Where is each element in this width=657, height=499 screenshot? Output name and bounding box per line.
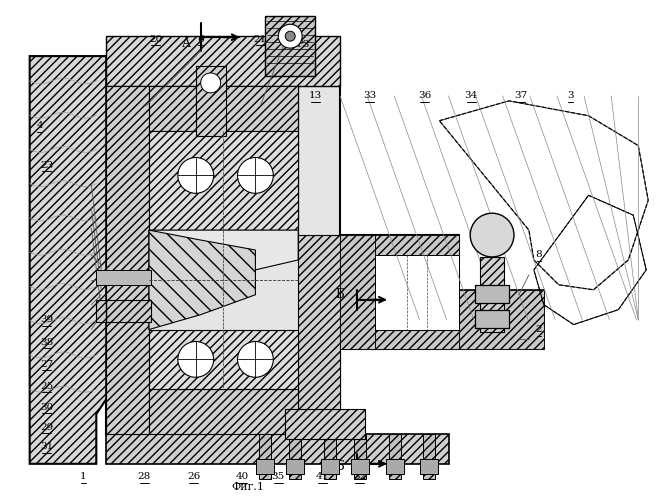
Bar <box>420 459 438 474</box>
Text: 35: 35 <box>271 472 285 481</box>
Text: 4: 4 <box>36 121 43 130</box>
Text: Фиг.1: Фиг.1 <box>231 482 264 492</box>
Text: 38: 38 <box>40 338 53 347</box>
Text: 8: 8 <box>535 250 542 259</box>
Bar <box>475 285 509 303</box>
Text: 2: 2 <box>535 325 542 334</box>
Polygon shape <box>106 86 149 434</box>
Bar <box>256 459 275 474</box>
Text: 41: 41 <box>315 472 328 481</box>
Text: 39: 39 <box>40 315 53 324</box>
Polygon shape <box>106 434 449 464</box>
Bar <box>289 434 301 479</box>
Bar <box>97 300 151 321</box>
Polygon shape <box>30 56 106 464</box>
Polygon shape <box>340 235 544 349</box>
Text: А: А <box>117 303 125 316</box>
Text: 33: 33 <box>363 91 376 100</box>
Polygon shape <box>149 230 298 329</box>
Text: 36: 36 <box>418 91 431 100</box>
Circle shape <box>178 158 214 193</box>
Bar <box>97 270 151 285</box>
Polygon shape <box>374 235 459 255</box>
Polygon shape <box>149 389 298 434</box>
Polygon shape <box>149 86 298 131</box>
Text: 25: 25 <box>40 382 53 391</box>
Text: 34: 34 <box>464 91 478 100</box>
Circle shape <box>201 73 221 93</box>
Bar <box>480 257 504 331</box>
Bar <box>374 255 459 329</box>
Bar <box>475 310 509 327</box>
Circle shape <box>285 31 295 41</box>
Text: Б: Б <box>336 288 344 301</box>
Bar <box>260 434 271 479</box>
Bar <box>351 459 369 474</box>
Polygon shape <box>340 235 374 349</box>
Text: 29: 29 <box>40 423 53 432</box>
Text: 13: 13 <box>308 91 322 100</box>
Bar <box>286 459 304 474</box>
Polygon shape <box>459 290 544 349</box>
Text: Р3: Р3 <box>296 39 310 48</box>
Polygon shape <box>149 329 298 389</box>
Text: 26: 26 <box>187 472 200 481</box>
Circle shape <box>238 158 273 193</box>
Bar <box>386 459 403 474</box>
Text: 21: 21 <box>254 34 267 44</box>
Text: 32: 32 <box>353 472 367 481</box>
Circle shape <box>470 213 514 257</box>
Text: А: А <box>181 36 191 50</box>
Text: 6: 6 <box>197 34 204 44</box>
Bar <box>475 310 509 327</box>
Bar <box>285 409 365 439</box>
Text: 23: 23 <box>40 161 53 170</box>
Text: 20: 20 <box>149 34 162 44</box>
Text: Б: Б <box>336 460 344 473</box>
Text: 31: 31 <box>40 443 53 452</box>
Polygon shape <box>106 86 459 434</box>
Polygon shape <box>374 329 459 349</box>
Bar <box>354 434 366 479</box>
Polygon shape <box>149 131 298 230</box>
Text: 28: 28 <box>137 472 150 481</box>
Bar <box>324 434 336 479</box>
Polygon shape <box>149 230 256 329</box>
Text: 40: 40 <box>236 472 249 481</box>
Bar <box>475 285 509 303</box>
Text: 37: 37 <box>514 91 528 100</box>
Text: 30: 30 <box>40 403 53 412</box>
Circle shape <box>238 341 273 377</box>
Text: 1: 1 <box>80 472 87 481</box>
Text: 27: 27 <box>40 360 53 369</box>
Bar <box>196 66 225 136</box>
Bar <box>321 459 339 474</box>
Bar <box>424 434 436 479</box>
Bar <box>265 16 315 76</box>
Polygon shape <box>298 86 340 434</box>
Text: 3: 3 <box>568 91 574 100</box>
Bar <box>106 36 340 86</box>
Circle shape <box>279 24 302 48</box>
Circle shape <box>178 341 214 377</box>
Bar <box>389 434 401 479</box>
